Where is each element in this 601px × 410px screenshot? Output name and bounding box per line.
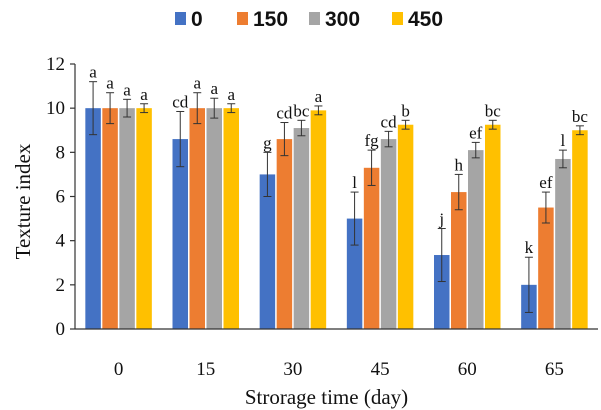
- legend-label-450: 450: [408, 8, 443, 31]
- significance-letter: h: [455, 155, 464, 174]
- bar-450-day-45: [397, 124, 414, 330]
- legend-label-0: 0: [191, 8, 203, 31]
- bar-300-day-15: [206, 108, 222, 330]
- legend-swatch-150: [237, 12, 248, 25]
- significance-letter: a: [106, 74, 114, 93]
- significance-letter: j: [438, 210, 444, 229]
- bar-300-day-45: [380, 139, 397, 329]
- y-tick-label: 12: [46, 54, 65, 75]
- bar-300-day-0: [119, 108, 135, 330]
- y-tick-labels: 0 2 4 6 8 10 12: [46, 54, 75, 340]
- x-tick-label: 65: [545, 359, 564, 380]
- y-tick-label: 6: [56, 187, 66, 208]
- bar-150-day-0: [102, 108, 118, 330]
- y-tick-label: 0: [56, 319, 66, 340]
- significance-letter: k: [525, 238, 534, 257]
- x-axis-title: Strorage time (day): [245, 385, 408, 409]
- x-tick-label: 30: [283, 359, 302, 380]
- significance-letter: g: [263, 133, 272, 152]
- bar-0-day-45: [346, 218, 363, 329]
- x-tick-label: 0: [114, 359, 124, 380]
- significance-letter: l: [561, 131, 566, 150]
- significance-letter: a: [227, 85, 235, 104]
- y-tick-label: 8: [56, 142, 66, 163]
- bar-150-day-45: [363, 167, 380, 329]
- significance-letter: a: [315, 87, 323, 106]
- axes: [74, 64, 598, 330]
- bar-0-day-60: [434, 255, 450, 329]
- bar-450-day-30: [310, 110, 327, 329]
- y-tick-label: 2: [56, 275, 66, 296]
- x-tick-label: 60: [458, 359, 477, 380]
- x-tick-labels: 0 15 30 45 60 65: [114, 359, 564, 380]
- bar-150-day-65: [538, 207, 554, 329]
- y-tick-label: 4: [56, 231, 66, 252]
- bar-0-day-15: [172, 139, 188, 329]
- y-axis-title: Texture index: [11, 143, 35, 259]
- significance-letter: a: [193, 74, 201, 93]
- legend-swatch-450: [392, 12, 403, 25]
- significance-letter: fg: [364, 131, 379, 150]
- bar-450-day-65: [572, 130, 588, 329]
- bar-300-day-65: [555, 158, 571, 329]
- significance-letter: bc: [572, 107, 589, 126]
- x-tick-label: 45: [371, 359, 390, 380]
- significance-letter: ef: [539, 173, 553, 192]
- significance-letter: a: [89, 63, 97, 82]
- significance-letter: a: [210, 79, 218, 98]
- significance-letter: cd: [172, 92, 189, 111]
- significance-letter: a: [140, 85, 148, 104]
- bar-300-day-30: [293, 128, 310, 329]
- significance-letter: b: [401, 101, 410, 120]
- bar-300-day-60: [468, 150, 484, 329]
- bar-450-day-0: [136, 108, 152, 330]
- significance-letter: bc: [485, 101, 502, 120]
- bar-450-day-15: [223, 108, 239, 330]
- legend-label-150: 150: [253, 8, 288, 31]
- bar-450-day-60: [485, 124, 501, 330]
- significance-letter: cd: [381, 112, 398, 131]
- legend-swatch-0: [175, 12, 186, 25]
- significance-letter: a: [123, 80, 131, 99]
- legend-swatch-300: [309, 12, 320, 25]
- significance-letter: l: [352, 173, 357, 192]
- x-tick-label: 15: [196, 359, 215, 380]
- bar-0-day-0: [85, 108, 101, 330]
- legend: 0 150 300 450: [175, 8, 443, 31]
- y-tick-label: 10: [46, 98, 65, 119]
- legend-label-300: 300: [325, 8, 360, 31]
- bar-150-day-30: [276, 139, 293, 329]
- significance-letter: cd: [276, 104, 293, 123]
- significance-letter: ef: [469, 123, 483, 142]
- bar-0-day-30: [259, 174, 276, 329]
- bar-150-day-60: [451, 192, 467, 329]
- bar-150-day-15: [189, 108, 205, 330]
- significance-letter: bc: [293, 101, 310, 120]
